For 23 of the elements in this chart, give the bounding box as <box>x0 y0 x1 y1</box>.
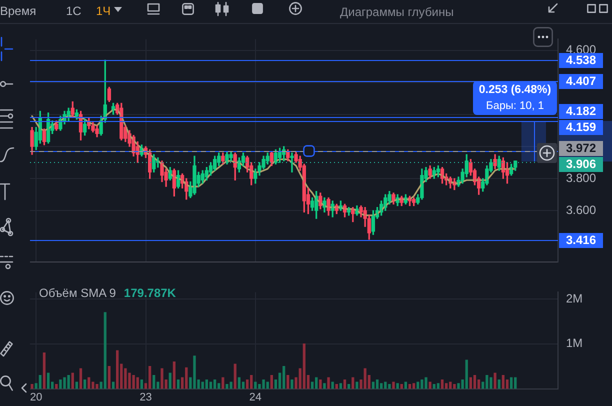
y-tick-label: 3.600 <box>566 202 596 217</box>
annotation: 0.253 (6.48%) <box>478 84 552 97</box>
text: Время <box>0 4 36 18</box>
text: 1Ч <box>96 4 111 18</box>
chart-title: Объём SMA 9 <box>39 286 116 300</box>
text: 1С <box>66 4 82 18</box>
x-tick-label: 24 <box>249 391 262 404</box>
y-tick-label: 3.800 <box>566 170 596 185</box>
x-tick-label: 20 <box>30 391 42 404</box>
ref-line-label: 3.972 <box>566 140 596 155</box>
ref-line-label: 4.182 <box>566 104 596 118</box>
measure-box: 0.253 (6.48%) Бары: 10, 1 <box>473 81 557 116</box>
ref-line-label: 4.159 <box>566 120 596 134</box>
ref-line-label: 4.407 <box>566 74 596 88</box>
y-tick-label: 1M <box>566 336 583 350</box>
y-tick-label: 2M <box>566 291 583 306</box>
ref-line-label: 4.538 <box>566 52 596 67</box>
ref-line-label: 3.906 <box>566 156 596 171</box>
annotation: 179.787K <box>124 286 176 300</box>
text: Диаграммы глубины <box>340 5 454 19</box>
annotation: Бары: 10, 1 <box>486 100 544 113</box>
x-tick-label: 23 <box>140 391 152 404</box>
ref-line-label: 3.416 <box>566 232 596 247</box>
